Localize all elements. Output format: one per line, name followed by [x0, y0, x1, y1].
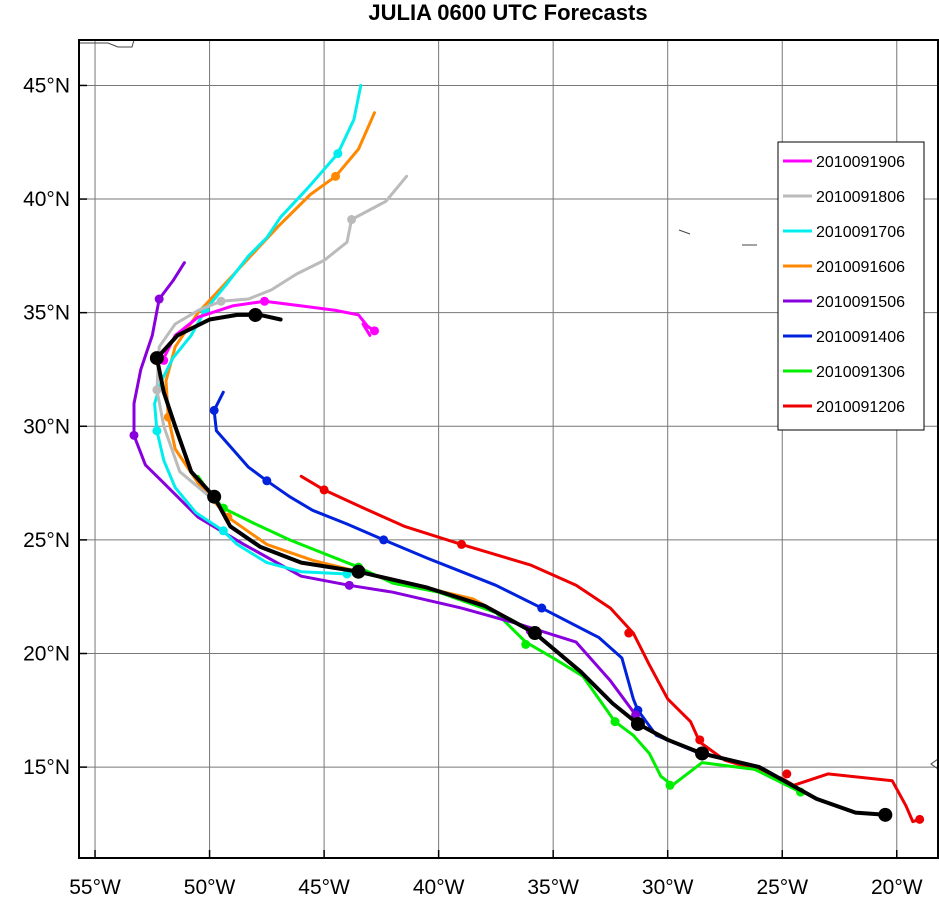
track-point-0-7	[248, 307, 263, 322]
island-fragment-1	[678, 229, 691, 235]
track-point-3-4	[333, 149, 343, 159]
y-tick-label-0: 15°N	[23, 756, 70, 779]
track-2010091406	[209, 390, 705, 758]
legend-label-3: 2010091606	[816, 259, 905, 276]
track-point-6-3	[379, 535, 389, 545]
track-point-0-2	[630, 716, 645, 731]
track-point-2-0	[152, 385, 162, 395]
x-tick-label-5: 30°W	[642, 876, 694, 899]
track-point-1-1	[260, 296, 270, 306]
track-point-2-2	[347, 215, 357, 225]
track-point-8-5	[319, 485, 329, 495]
y-tick-label-1: 20°N	[23, 643, 70, 666]
track-point-5-2	[344, 580, 354, 590]
y-tick-label-4: 35°N	[23, 302, 70, 325]
track-point-3-2	[152, 426, 162, 436]
track-point-7-3	[521, 639, 531, 649]
y-axis-ticks: 15°N 20°N 25°N 30°N 35°N 40°N 45°N	[23, 74, 87, 779]
track-point-1-2	[369, 326, 379, 336]
legend-label-4: 2010091506	[816, 294, 905, 311]
legend-label-5: 2010091406	[816, 329, 905, 346]
plot-frame	[78, 39, 939, 859]
x-tick-label-0: 55°W	[69, 876, 121, 899]
track-line-7	[196, 474, 803, 794]
legend-label-6: 2010091306	[816, 364, 905, 381]
track-point-6-2	[537, 603, 547, 613]
coastline-fragments	[80, 39, 939, 770]
legend-label-0: 2010091906	[816, 154, 905, 171]
track-line-6	[212, 390, 702, 755]
forecast-tracks	[129, 83, 925, 824]
track-point-5-4	[154, 294, 164, 304]
y-tick-label-6: 45°N	[23, 74, 70, 97]
x-axis-ticks: 55°W 50°W 45°W 40°W 35°W 30°W 25°W 20°W	[69, 850, 923, 899]
track-point-0-5	[207, 489, 222, 504]
track-2010091206	[299, 474, 925, 824]
track-point-8-1	[782, 769, 792, 779]
track-point-6-5	[209, 405, 219, 415]
x-tick-label-2: 45°W	[298, 876, 350, 899]
track-point-2-1	[216, 296, 226, 306]
chart-title: JULIA 0600 UTC Forecasts	[368, 0, 647, 25]
legend-box	[777, 141, 925, 431]
track-point-6-4	[262, 476, 272, 486]
track-point-0-0	[878, 807, 893, 822]
x-tick-label-4: 35°W	[527, 876, 579, 899]
track-best-track	[149, 307, 893, 822]
track-2010091306	[196, 474, 806, 797]
y-tick-label-5: 40°N	[23, 188, 70, 211]
track-line-0	[154, 312, 888, 817]
legend-label-2: 2010091706	[816, 224, 905, 241]
track-line-8	[299, 474, 922, 824]
x-tick-label-1: 50°W	[184, 876, 236, 899]
track-point-3-1	[218, 526, 228, 536]
coast-fragment-se	[930, 758, 939, 770]
track-point-8-0	[915, 814, 925, 824]
legend-label-1: 2010091806	[816, 189, 905, 206]
x-tick-label-7: 20°W	[871, 876, 923, 899]
legend: 2010091906 2010091806 2010091706 2010091606…	[777, 141, 925, 431]
coast-fragment-nw	[80, 39, 135, 48]
track-2010091806	[152, 174, 409, 499]
track-point-0-3	[527, 626, 542, 641]
track-point-0-4	[351, 564, 366, 579]
track-line-3	[153, 83, 363, 576]
legend-label-7: 2010091206	[816, 399, 905, 416]
track-point-8-4	[457, 539, 467, 549]
x-tick-label-6: 25°W	[756, 876, 808, 899]
x-tick-label-3: 40°W	[413, 876, 465, 899]
track-point-4-4	[331, 171, 341, 181]
track-point-7-1	[665, 780, 675, 790]
y-tick-label-3: 30°N	[23, 415, 70, 438]
track-point-0-6	[149, 351, 164, 366]
track-point-7-2	[610, 717, 620, 727]
track-point-8-3	[624, 628, 634, 638]
track-point-8-2	[695, 735, 705, 745]
y-tick-label-2: 25°N	[23, 529, 70, 552]
track-line-2	[155, 174, 409, 499]
track-point-5-3	[129, 430, 139, 440]
track-line-4	[164, 111, 537, 635]
track-point-0-1	[695, 746, 710, 761]
track-2010091606	[163, 111, 540, 638]
